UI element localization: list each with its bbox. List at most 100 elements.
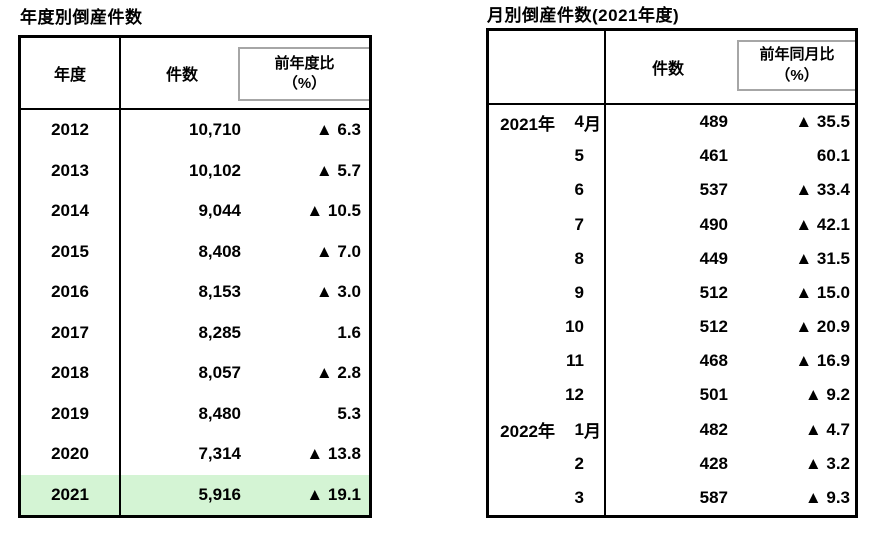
month-number: 1: [574, 419, 584, 439]
month-cell: 12: [489, 378, 606, 413]
month-suffix: 月: [584, 422, 601, 442]
monthly-header-yoy-label: 前年同月比: [759, 46, 835, 64]
monthly-header-month: [489, 31, 606, 103]
month-year-label: 2021年: [500, 114, 555, 134]
month-cell: 5: [489, 139, 606, 174]
year-cell: 2017: [21, 312, 121, 353]
pct-cell: 60.1: [816, 146, 850, 166]
pct-cell: ▲ 2.8: [315, 363, 361, 383]
month-cell: 11: [489, 344, 606, 379]
table-row: 2013 10,102 ▲ 5.7: [21, 150, 369, 191]
pct-cell: ▲ 5.7: [315, 160, 361, 180]
month-number: 10: [565, 317, 584, 337]
annual-header-year: 年度: [21, 38, 121, 108]
count-cell: 8,408: [198, 241, 241, 261]
count-cell: 587: [699, 487, 728, 507]
month-cell: 8: [489, 241, 606, 276]
month-year-label: 2022年: [500, 422, 555, 442]
count-cell: 537: [699, 180, 728, 200]
pct-cell: ▲ 7.0: [315, 241, 361, 261]
month-cell: 2: [489, 446, 606, 481]
count-cell: 5,916: [198, 484, 241, 504]
annual-header-yoy-label: 前年度比: [274, 54, 335, 72]
count-cell: 489: [699, 112, 728, 132]
count-cell: 8,057: [198, 363, 241, 383]
count-cell: 428: [699, 453, 728, 473]
year-cell: 2021: [21, 474, 121, 515]
year-cell: 2018: [21, 353, 121, 394]
month-cell: 9: [489, 275, 606, 311]
count-cell: 7,314: [198, 444, 241, 464]
count-cell: 501: [699, 385, 728, 405]
pct-cell: ▲ 42.1: [795, 214, 850, 234]
table-row: 6 537 ▲ 33.4: [489, 173, 855, 208]
table-row: 2017 8,285 1.6: [21, 312, 369, 353]
table-row: 8 449 ▲ 31.5: [489, 241, 855, 276]
count-cell: 449: [699, 248, 728, 268]
count-cell: 461: [699, 146, 728, 166]
table-row: 3 587 ▲ 9.3: [489, 480, 855, 516]
month-suffix: 月: [584, 114, 601, 134]
table-row: 2020 7,314 ▲ 13.8: [21, 434, 369, 475]
pct-cell: ▲ 16.9: [795, 351, 850, 371]
year-cell: 2015: [21, 231, 121, 272]
count-cell: 10,710: [189, 120, 241, 140]
monthly-table: 件数 前年同月比 （%） 2021年 4 月 489 ▲ 35.5 5 461 …: [486, 28, 858, 518]
count-cell: 512: [699, 282, 728, 302]
month-number: 7: [574, 214, 584, 234]
count-cell: 468: [699, 351, 728, 371]
count-cell: 490: [699, 214, 728, 234]
count-cell: 8,285: [198, 322, 241, 342]
month-number: 3: [574, 487, 584, 507]
pct-cell: ▲ 6.3: [315, 120, 361, 140]
monthly-header-yoy-unit: （%）: [775, 66, 819, 84]
month-number: 11: [566, 351, 584, 371]
count-cell: 9,044: [198, 201, 241, 221]
month-number: 12: [565, 385, 584, 405]
pct-cell: ▲ 33.4: [795, 180, 850, 200]
table-row: 2022年 1 月 482 ▲ 4.7: [489, 412, 855, 447]
count-cell: 8,153: [198, 282, 241, 302]
table-row: 2016 8,153 ▲ 3.0: [21, 272, 369, 313]
annual-table-header: 年度 件数 前年度比 （%）: [21, 38, 369, 110]
table-row: 2021年 4 月 489 ▲ 35.5: [489, 105, 855, 140]
month-number: 8: [574, 248, 584, 268]
table-row: 2018 8,057 ▲ 2.8: [21, 353, 369, 394]
month-number: 2: [574, 453, 584, 473]
pct-cell: ▲ 20.9: [795, 317, 850, 337]
monthly-header-yoy-box: 前年同月比 （%）: [737, 40, 855, 91]
monthly-table-title: 月別倒産件数(2021年度): [487, 1, 858, 30]
month-cell: 2022年 1 月: [489, 412, 606, 447]
pct-cell: ▲ 4.7: [804, 419, 850, 439]
annual-table-title: 年度別倒産件数: [20, 8, 143, 27]
table-row: 11 468 ▲ 16.9: [489, 344, 855, 379]
pct-cell: 5.3: [337, 403, 361, 423]
table-row: 2021 5,916 ▲ 19.1: [21, 474, 369, 515]
count-cell: 512: [699, 317, 728, 337]
month-cell: 7: [489, 207, 606, 242]
pct-cell: 1.6: [337, 322, 361, 342]
year-cell: 2020: [21, 434, 121, 475]
table-row: 2014 9,044 ▲ 10.5: [21, 191, 369, 232]
month-cell: 3: [489, 480, 606, 516]
table-row: 2019 8,480 5.3: [21, 393, 369, 434]
annual-table: 年度 件数 前年度比 （%） 2012 10,710 ▲ 6.3 2013 10…: [18, 35, 372, 518]
table-row: 9 512 ▲ 15.0: [489, 275, 855, 311]
annual-table-body: 2012 10,710 ▲ 6.3 2013 10,102 ▲ 5.7 2014…: [21, 110, 369, 515]
monthly-table-body: 2021年 4 月 489 ▲ 35.5 5 461 60.1 6 537 ▲ …: [489, 105, 855, 516]
monthly-table-header: 件数 前年同月比 （%）: [489, 31, 855, 105]
monthly-header-count: 件数: [651, 61, 684, 78]
month-number: 9: [574, 282, 584, 302]
pct-cell: ▲ 3.0: [315, 282, 361, 302]
year-cell: 2019: [21, 393, 121, 434]
table-row: 12 501 ▲ 9.2: [489, 378, 855, 413]
month-number: 4: [574, 112, 584, 132]
annual-header-count: 件数: [165, 67, 198, 84]
pct-cell: ▲ 13.8: [306, 444, 361, 464]
table-row: 5 461 60.1: [489, 139, 855, 174]
annual-header-yoy-unit: （%）: [282, 75, 327, 92]
count-cell: 482: [699, 419, 728, 439]
pct-cell: ▲ 9.2: [804, 385, 850, 405]
month-cell: 2021年 4 月: [489, 105, 606, 140]
